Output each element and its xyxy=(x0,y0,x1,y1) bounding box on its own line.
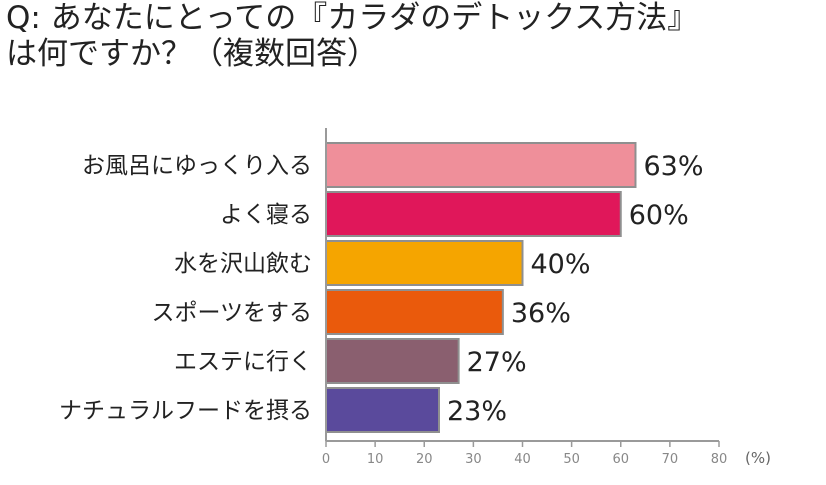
category-label-1: お風呂にゆっくり入る xyxy=(82,153,312,179)
x-tick-label-50: 50 xyxy=(563,452,580,467)
x-tick-label-40: 40 xyxy=(514,452,531,467)
value-label-4: 36% xyxy=(511,298,571,329)
value-label-2: 60% xyxy=(629,200,689,231)
category-label-5: エステに行く xyxy=(174,349,312,375)
x-tick-label-80: 80 xyxy=(711,452,728,467)
category-label-2: よく寝る xyxy=(220,202,312,228)
bar-4 xyxy=(325,289,504,335)
x-tick-label-70: 70 xyxy=(662,452,679,467)
bar-3 xyxy=(325,240,524,286)
value-label-6: 23% xyxy=(447,396,507,427)
value-label-5: 27% xyxy=(467,347,527,378)
bars-layer: お風呂にゆっくり入る 63% よく寝る 60% 水を沢山飲む 40% スポーツをする 36% エ… xyxy=(59,142,704,433)
value-label-3: 40% xyxy=(531,249,591,280)
x-tick-label-60: 60 xyxy=(612,452,629,467)
x-axis-unit: (%) xyxy=(745,449,771,467)
x-tick-label-0: 0 xyxy=(322,452,330,467)
x-tick-label-10: 10 xyxy=(367,452,384,467)
category-label-6: ナチュラルフードを摂る xyxy=(59,398,312,424)
x-axis: 0 10 20 30 40 50 60 70 80 (%) xyxy=(322,128,771,467)
category-label-4: スポーツをする xyxy=(151,300,312,326)
chart-title-line-2: は何ですか？（複数回答） xyxy=(6,36,378,72)
chart-title-line-1: Q: あなたにとっての『カラダのデトックス方法』 xyxy=(6,0,699,36)
chart-title: Q: あなたにとっての『カラダのデトックス方法』 は何ですか？（複数回答） xyxy=(6,0,821,72)
bar-1 xyxy=(325,142,637,188)
x-tick-label-20: 20 xyxy=(416,452,433,467)
category-label-3: 水を沢山飲む xyxy=(174,251,312,277)
value-label-1: 63% xyxy=(643,151,703,182)
bar-2 xyxy=(325,191,622,237)
bar-6 xyxy=(325,387,440,433)
x-tick-label-30: 30 xyxy=(465,452,482,467)
bar-5 xyxy=(325,338,460,384)
